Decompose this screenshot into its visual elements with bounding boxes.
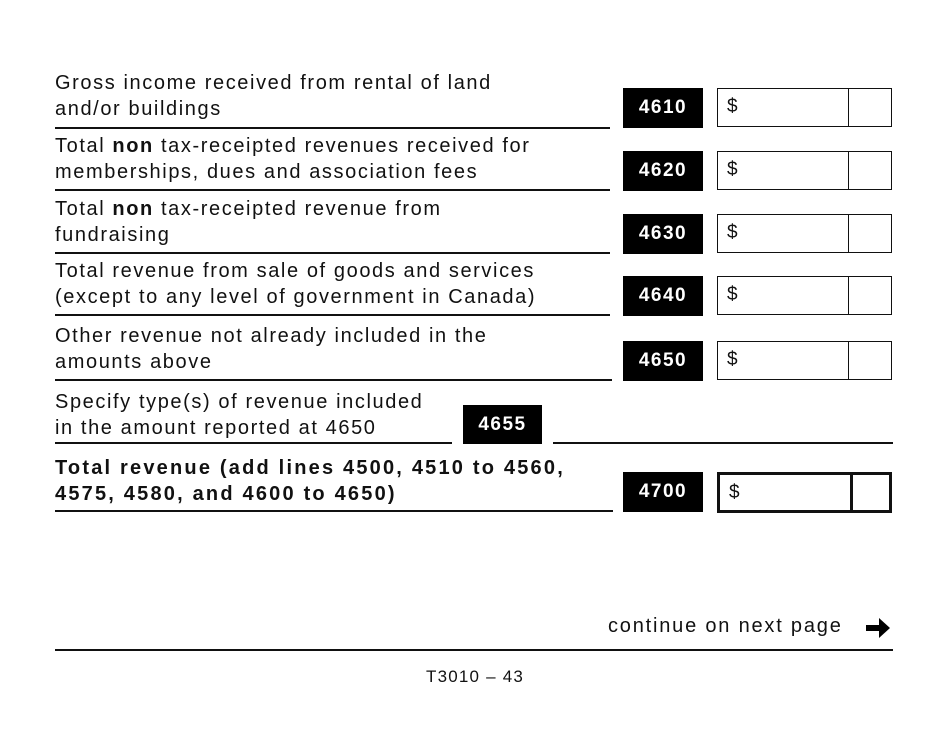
- row-label: Total non tax-receipted revenue from fun…: [55, 196, 442, 248]
- label-text: Total revenue from sale of goods and ser…: [55, 260, 535, 282]
- label-underline: [55, 314, 610, 316]
- amount-field-4610[interactable]: $: [717, 88, 892, 127]
- label-underline: [55, 510, 613, 512]
- amount-field-4640[interactable]: $: [717, 276, 892, 315]
- dollars-input[interactable]: $: [718, 89, 849, 126]
- specify-revenue-input[interactable]: [553, 442, 893, 444]
- line-code-badge: 4640: [623, 276, 703, 316]
- label-text: and/or buildings: [55, 98, 222, 120]
- amount-field-4700[interactable]: $: [717, 472, 892, 513]
- dollars-input[interactable]: $: [718, 277, 849, 314]
- dollars-input[interactable]: $: [720, 475, 853, 510]
- continue-text: continue on next page: [608, 615, 843, 637]
- label-text: Total: [55, 198, 113, 220]
- cents-input[interactable]: [849, 215, 891, 252]
- label-text: Other revenue not already included in th…: [55, 325, 488, 347]
- dollars-input[interactable]: $: [718, 342, 849, 379]
- cents-input[interactable]: [853, 475, 889, 510]
- label-text: amounts above: [55, 351, 213, 373]
- dollars-input[interactable]: $: [718, 215, 849, 252]
- row-label: Total non tax-receipted revenues receive…: [55, 133, 531, 185]
- label-text: Total: [55, 135, 113, 157]
- label-underline: [55, 379, 612, 381]
- label-text: Total revenue (add lines 4500, 4510 to 4…: [55, 457, 565, 479]
- line-code-badge: 4610: [623, 88, 703, 128]
- label-bold-text: non: [112, 198, 154, 220]
- page-number: T3010 – 43: [425, 667, 524, 686]
- amount-field-4620[interactable]: $: [717, 151, 892, 190]
- dollar-sign: $: [727, 96, 738, 117]
- dollar-sign: $: [727, 349, 738, 370]
- line-code-badge: 4650: [623, 341, 703, 381]
- dollar-sign: $: [727, 284, 738, 305]
- label-text: memberships, dues and association fees: [55, 161, 479, 183]
- dollar-sign: $: [729, 482, 740, 503]
- label-underline: [55, 442, 452, 444]
- footer-divider: [55, 649, 893, 651]
- label-text: Specify type(s) of revenue included: [55, 391, 424, 413]
- dollar-sign: $: [727, 159, 738, 180]
- amount-field-4650[interactable]: $: [717, 341, 892, 380]
- cents-input[interactable]: [849, 152, 891, 189]
- cents-input[interactable]: [849, 277, 891, 314]
- label-text: (except to any level of government in Ca…: [55, 286, 537, 308]
- cents-input[interactable]: [849, 89, 891, 126]
- line-code-badge: 4655: [463, 405, 542, 444]
- label-text: fundraising: [55, 224, 171, 246]
- label-text: tax-receipted revenues received for: [153, 135, 531, 157]
- row-label: Other revenue not already included in th…: [55, 323, 488, 375]
- dollars-input[interactable]: $: [718, 152, 849, 189]
- line-code-badge: 4620: [623, 151, 703, 191]
- label-text: tax-receipted revenue from: [153, 198, 442, 220]
- dollar-sign: $: [727, 222, 738, 243]
- row-label: Total revenue from sale of goods and ser…: [55, 258, 536, 310]
- row-label: Specify type(s) of revenue included in t…: [55, 389, 423, 441]
- arrow-right-icon: [866, 618, 890, 638]
- label-underline: [55, 252, 610, 254]
- amount-field-4630[interactable]: $: [717, 214, 892, 253]
- row-label: Total revenue (add lines 4500, 4510 to 4…: [55, 455, 565, 507]
- row-label: Gross income received from rental of lan…: [55, 70, 492, 122]
- label-bold-text: non: [112, 135, 154, 157]
- label-text: in the amount reported at 4650: [55, 417, 377, 439]
- line-code-badge: 4700: [623, 472, 703, 512]
- line-code-badge: 4630: [623, 214, 703, 254]
- label-underline: [55, 189, 610, 191]
- cents-input[interactable]: [849, 342, 891, 379]
- label-underline: [55, 127, 610, 129]
- label-text: 4575, 4580, and 4600 to 4650): [55, 483, 397, 505]
- label-text: Gross income received from rental of lan…: [55, 72, 492, 94]
